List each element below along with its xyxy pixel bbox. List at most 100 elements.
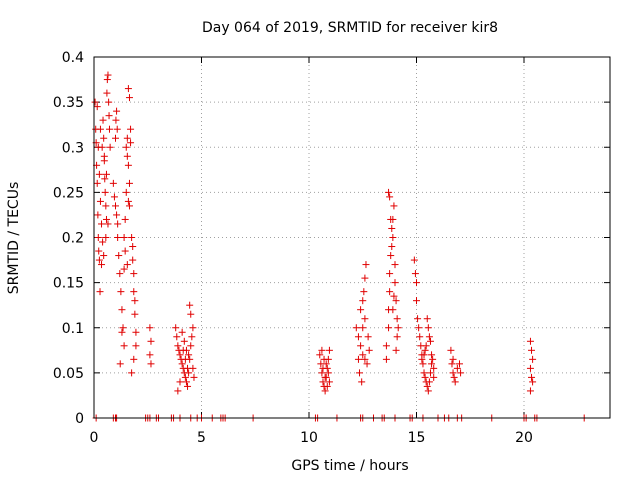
data-point (426, 369, 434, 377)
x-tick-label: 20 (515, 430, 533, 446)
grid-lines (94, 57, 610, 418)
data-point (386, 193, 394, 201)
data-point (388, 243, 396, 251)
data-point (430, 373, 438, 381)
data-point (362, 261, 370, 269)
data-point (354, 333, 362, 341)
data-point (100, 134, 108, 142)
data-point (122, 143, 130, 151)
data-point (187, 342, 195, 350)
data-point (127, 125, 135, 133)
data-point (420, 351, 428, 359)
data-point (394, 324, 402, 332)
data-point (365, 346, 373, 354)
data-point (181, 373, 189, 381)
data-point (529, 355, 537, 363)
data-point (115, 252, 123, 260)
data-point (127, 139, 135, 147)
data-point (147, 360, 155, 368)
data-point (103, 89, 111, 97)
data-point (385, 324, 393, 332)
data-point (147, 337, 155, 345)
data-point (388, 224, 396, 232)
data-point (424, 324, 432, 332)
data-point (121, 247, 129, 255)
data-point (450, 373, 458, 381)
data-point (322, 360, 330, 368)
data-points (91, 71, 588, 422)
data-point (447, 346, 455, 354)
data-point (131, 297, 139, 305)
data-point (393, 315, 401, 323)
data-point (526, 364, 534, 372)
data-point (100, 252, 108, 260)
data-point (418, 355, 426, 363)
y-tick-label: 0.3 (62, 140, 84, 156)
data-point (109, 179, 117, 187)
data-point (358, 378, 366, 386)
data-point (453, 364, 461, 372)
data-point (123, 152, 131, 160)
data-point (414, 315, 422, 323)
x-tick-label: 0 (90, 430, 99, 446)
data-point (132, 342, 140, 350)
data-point (423, 382, 431, 390)
data-point (105, 98, 113, 106)
data-point (319, 378, 327, 386)
data-point (178, 360, 186, 368)
data-point (316, 351, 324, 359)
data-point (389, 234, 397, 241)
data-point (382, 342, 390, 350)
data-point (105, 112, 113, 120)
data-point (318, 369, 326, 377)
data-point (118, 328, 126, 336)
data-point (93, 179, 101, 187)
data-point (114, 220, 122, 228)
data-point (321, 387, 329, 395)
data-point (448, 360, 456, 368)
data-point (128, 369, 136, 377)
data-point (93, 103, 101, 111)
data-point (425, 333, 433, 341)
data-point (363, 360, 371, 368)
data-point (122, 188, 130, 196)
data-point (393, 333, 401, 341)
data-point (416, 333, 424, 341)
data-point (390, 292, 398, 300)
chart-title: Day 064 of 2019, SRMTID for receiver kir… (202, 20, 498, 36)
y-tick-label: 0.2 (62, 231, 84, 247)
data-point (121, 215, 129, 223)
data-point (391, 279, 399, 287)
data-point (113, 125, 121, 133)
data-point (356, 369, 364, 377)
data-point (179, 346, 187, 354)
data-point (124, 161, 132, 169)
data-point (119, 324, 127, 332)
data-point (184, 364, 192, 372)
data-point (104, 220, 112, 228)
data-point (185, 369, 193, 377)
data-point (96, 197, 104, 205)
data-point (95, 247, 103, 255)
data-point (125, 202, 133, 210)
data-point (392, 346, 400, 354)
data-point (123, 261, 131, 269)
data-point (174, 342, 182, 350)
data-point (354, 355, 362, 363)
data-point (130, 270, 138, 278)
data-point (124, 197, 132, 205)
data-point (391, 261, 399, 269)
data-point (173, 333, 181, 341)
data-point (100, 157, 108, 165)
y-tick-label: 0.25 (53, 185, 84, 201)
x-tick-label: 5 (197, 430, 206, 446)
y-axis-label: SRMTID / TECUs (6, 182, 22, 295)
data-point (423, 315, 431, 323)
data-point (118, 306, 126, 314)
y-tick-label: 0.1 (62, 321, 84, 337)
data-point (102, 170, 110, 178)
data-point (105, 125, 113, 133)
data-point (318, 346, 326, 354)
data-point (428, 360, 436, 368)
